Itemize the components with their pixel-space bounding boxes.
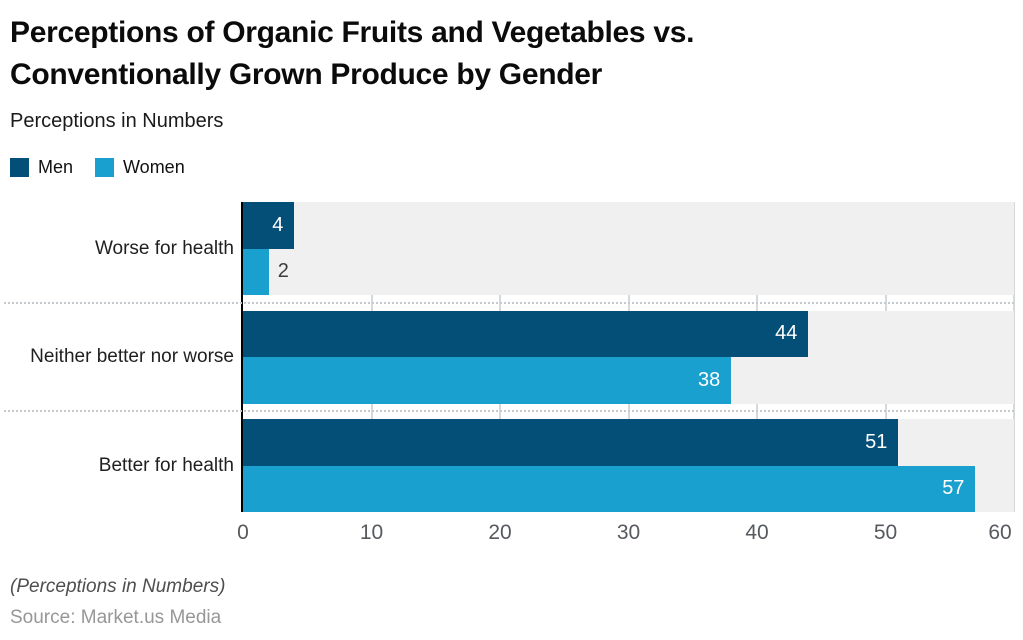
bar-men-better-for-health: 51: [243, 419, 899, 466]
legend-label: Women: [123, 157, 185, 177]
bar-value: 57: [942, 477, 965, 500]
category-band-better-for-health: 51 57: [243, 419, 1014, 512]
bar-value: 44: [775, 322, 798, 345]
legend-label: Men: [38, 157, 74, 177]
bar-row-women: 38: [243, 357, 1014, 404]
x-tick-label-40: 40: [745, 521, 769, 544]
x-tick-label-20: 20: [488, 521, 512, 544]
gridline-x-60: [1013, 202, 1015, 512]
bar-value: 2: [277, 260, 289, 283]
bar-value: 4: [272, 213, 284, 236]
legend-item-men: Men: [10, 157, 73, 178]
bar-men-neither-better-nor-worse: 44: [243, 310, 809, 357]
category-band-neither-better-nor-worse: 44 38: [243, 310, 1014, 404]
category-label-worse-for-health: Worse for health: [94, 237, 234, 259]
x-tick-label-10: 10: [359, 521, 384, 544]
row-separator: [4, 410, 1014, 413]
chart-title-line-2: Conventionally Grown Produce by Gender: [10, 58, 603, 91]
x-tick-label-60: 60: [988, 521, 1012, 544]
plot-area: 4 2 44 38 51 57: [241, 202, 1015, 512]
bar-row-women: 2: [243, 248, 1014, 295]
x-tick-label-0: 0: [237, 521, 249, 544]
category-label-neither-better-nor-worse: Neither better nor worse: [30, 346, 234, 367]
category-label-better-for-health: Better for health: [98, 454, 234, 476]
chart-subtitle: Perceptions in Numbers: [10, 110, 224, 132]
bar-row-women: 57: [243, 465, 1014, 512]
bar-value: 38: [698, 368, 721, 391]
x-tick-label-30: 30: [616, 521, 641, 544]
source-credit: Source: Market.us Media: [10, 607, 222, 628]
bar-women-neither-better-nor-worse: 38: [243, 357, 732, 404]
footnote: (Perceptions in Numbers): [10, 576, 226, 597]
bar-row-men: 44: [243, 310, 1014, 357]
bar-men-worse-for-health: 4: [243, 202, 295, 249]
bar-women-better-for-health: 57: [243, 465, 976, 512]
legend-swatch-women: [95, 158, 115, 177]
legend-swatch-men: [10, 158, 29, 177]
bar-women-worse-for-health: [243, 248, 269, 295]
bar-value: 51: [865, 430, 888, 453]
chart-title: Perceptions of Organic Fruits and Vegeta…: [10, 12, 694, 96]
legend: Men Women: [10, 157, 185, 178]
bar-row-men: 4: [243, 202, 1014, 249]
bar-row-men: 51: [243, 419, 1014, 466]
x-tick-label-50: 50: [873, 521, 898, 544]
legend-item-women: Women: [95, 157, 185, 178]
chart-title-line-1: Perceptions of Organic Fruits and Vegeta…: [10, 16, 695, 49]
row-separator: [4, 301, 1014, 304]
